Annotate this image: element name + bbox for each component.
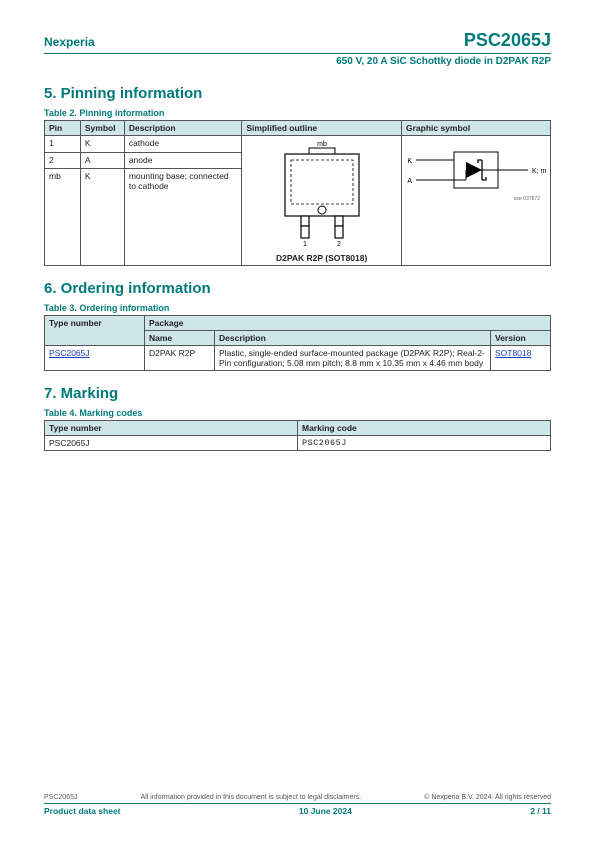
col-desc: Description: [124, 121, 241, 136]
type-number-link[interactable]: PSC2065J: [49, 348, 90, 358]
footer-date: 10 June 2024: [299, 806, 352, 816]
version-link[interactable]: SOT8018: [495, 348, 531, 358]
col-pkgdesc: Description: [215, 331, 491, 346]
cell-pin-1: 1: [45, 136, 81, 153]
cell-pin-mb: mb: [45, 169, 81, 266]
cell-sym-1: K: [80, 136, 124, 153]
outline-caption: D2PAK R2P (SOT8018): [246, 253, 397, 263]
footer-copyright: © Nexperia B.V. 2024. All rights reserve…: [424, 794, 551, 801]
svg-text:sse-037872: sse-037872: [514, 196, 540, 202]
section-7-heading: 7. Marking: [44, 385, 551, 402]
cell-desc-1: cathode: [124, 136, 241, 153]
col-pin: Pin: [45, 121, 81, 136]
pinning-table: Pin Symbol Description Simplified outlin…: [44, 120, 551, 266]
cell-sym-mb: K: [80, 169, 124, 266]
page-footer: PSC2065J All information provided in thi…: [44, 794, 551, 816]
cell-pkg-name: D2PAK R2P: [145, 346, 215, 371]
svg-text:mb: mb: [317, 141, 327, 148]
col-graphic: Graphic symbol: [402, 121, 551, 136]
cell-type-link: PSC2065J: [45, 346, 145, 371]
svg-text:2: 2: [337, 241, 341, 248]
footer-partno: PSC2065J: [44, 794, 77, 801]
col-symbol: Symbol: [80, 121, 124, 136]
cell-version-link: SOT8018: [491, 346, 551, 371]
cell-mark-code: PSC2065J: [298, 436, 551, 451]
footer-doc-type: Product data sheet: [44, 806, 121, 816]
table-2-title: Table 2. Pinning information: [44, 108, 551, 118]
package-outline-icon: mb 1 2: [267, 138, 377, 248]
section-5-heading: 5. Pinning information: [44, 85, 551, 102]
svg-text:1: 1: [303, 241, 307, 248]
col-outline: Simplified outline: [242, 121, 402, 136]
svg-text:K: K: [407, 158, 412, 165]
col-version: Version: [491, 331, 551, 346]
col-mark-code: Marking code: [298, 421, 551, 436]
footer-page: 2 / 11: [530, 806, 551, 816]
cell-mark-type: PSC2065J: [45, 436, 298, 451]
cell-pin-2: 2: [45, 152, 81, 169]
part-number: PSC2065J: [464, 30, 551, 51]
marking-table: Type number Marking code PSC2065J PSC206…: [44, 420, 551, 451]
section-6-heading: 6. Ordering information: [44, 280, 551, 297]
cell-desc-2: anode: [124, 152, 241, 169]
outline-cell: mb 1 2: [242, 136, 402, 266]
table-4-title: Table 4. Marking codes: [44, 408, 551, 418]
col-package: Package: [145, 316, 551, 331]
col-mark-type: Type number: [45, 421, 298, 436]
company-name: Nexperia: [44, 35, 95, 49]
page-header: Nexperia PSC2065J: [44, 30, 551, 54]
svg-text:K; mb: K; mb: [532, 168, 546, 175]
page-subtitle: 650 V, 20 A SiC Schottky diode in D2PAK …: [44, 56, 551, 67]
symbol-cell: K A K; mb sse-037872: [402, 136, 551, 266]
ordering-table: Type number Package Name Description Ver…: [44, 315, 551, 371]
table-3-title: Table 3. Ordering information: [44, 303, 551, 313]
cell-desc-mb: mounting base; connected to cathode: [124, 169, 241, 266]
svg-text:A: A: [407, 178, 412, 185]
col-type-number: Type number: [45, 316, 145, 346]
diode-symbol-icon: K A K; mb sse-037872: [406, 138, 546, 208]
cell-sym-2: A: [80, 152, 124, 169]
col-name: Name: [145, 331, 215, 346]
cell-pkg-desc: Plastic, single-ended surface-mounted pa…: [215, 346, 491, 371]
footer-disclaimer: All information provided in this documen…: [141, 794, 362, 801]
